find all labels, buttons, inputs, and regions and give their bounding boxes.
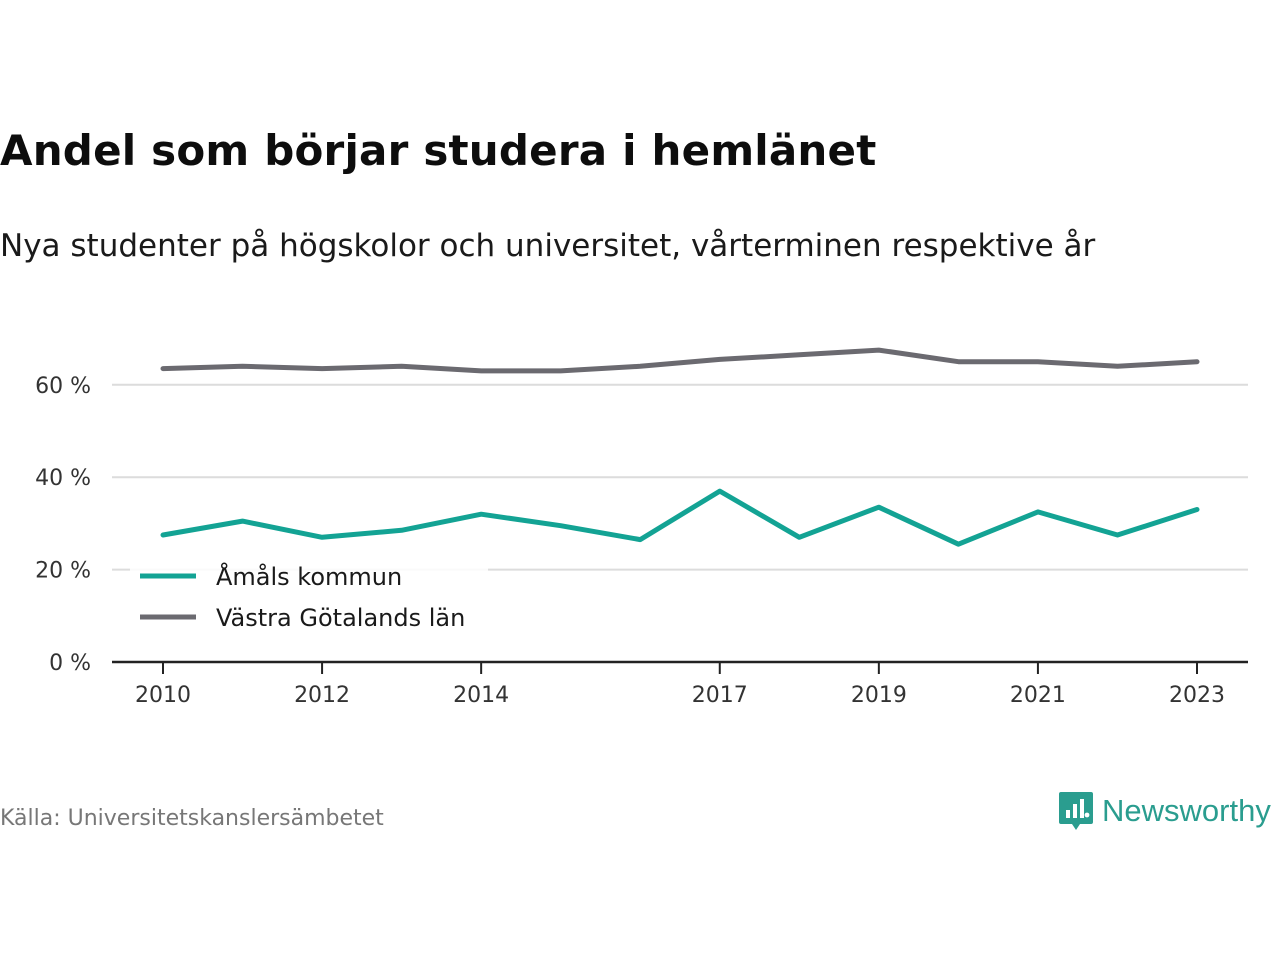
x-tick-label: 2014 — [453, 683, 509, 708]
y-tick-label: 60 % — [35, 374, 91, 399]
series-line — [160, 347, 1200, 374]
legend-label: Åmåls kommun — [216, 562, 402, 591]
y-tick-label: 20 % — [35, 559, 91, 584]
newsworthy-brand[interactable]: Newsworthy — [1058, 790, 1271, 832]
x-tick-label: 2023 — [1169, 683, 1225, 708]
chart-subtitle: Nya studenter på högskolor och universit… — [0, 228, 1096, 264]
x-tick-label: 2017 — [692, 683, 748, 708]
x-tick-label: 2010 — [135, 683, 191, 708]
chart-title: Andel som börjar studera i hemlänet — [0, 126, 877, 175]
brand-name: Newsworthy — [1102, 793, 1271, 828]
line-chart: 0 % 20 % 40 % 60 % 2010 2012 2014 2017 2019 2021… — [35, 347, 1248, 708]
series-lines — [160, 347, 1200, 547]
y-axis-labels: 0 % 20 % 40 % 60 % — [35, 374, 91, 676]
legend-label: Västra Götalands län — [216, 604, 465, 632]
newsworthy-logo-icon — [1059, 792, 1093, 830]
x-tick-label: 2021 — [1010, 683, 1066, 708]
x-axis: 2010 2012 2014 2017 2019 2021 2023 — [112, 660, 1248, 708]
legend: Åmåls kommun Västra Götalands län — [130, 558, 488, 640]
x-tick-label: 2012 — [294, 683, 350, 708]
series-line — [160, 488, 1200, 547]
source-note: Källa: Universitetskanslersämbetet — [0, 806, 384, 831]
gridlines — [112, 383, 1248, 571]
x-tick-label: 2019 — [851, 683, 907, 708]
y-tick-label: 40 % — [35, 466, 91, 491]
y-tick-label: 0 % — [49, 651, 91, 676]
legend-background — [130, 558, 488, 640]
